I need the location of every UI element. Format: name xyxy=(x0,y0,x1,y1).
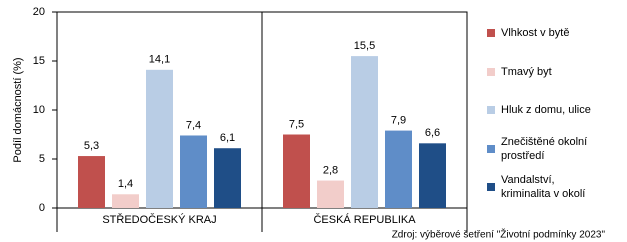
bar xyxy=(146,69,173,208)
value-label: 15,5 xyxy=(354,40,375,52)
legend-label: Znečištěné okolní prostředí xyxy=(501,136,588,162)
legend-swatch xyxy=(487,68,495,76)
y-tick-label: 5 xyxy=(39,153,45,165)
value-label: 7,5 xyxy=(289,118,304,130)
bar xyxy=(419,143,446,208)
bar xyxy=(351,56,378,208)
legend-label: Tmavý byt xyxy=(501,66,552,78)
legend-item: Hluk z domu, ulice xyxy=(487,103,617,117)
legend-swatch xyxy=(487,29,495,37)
value-label: 6,1 xyxy=(220,132,235,144)
value-label: 5,3 xyxy=(84,140,99,152)
y-tick-label: 20 xyxy=(33,6,45,18)
value-label: 2,8 xyxy=(323,164,338,176)
x-tick-label: STŘEDOČESKÝ KRAJ xyxy=(102,213,216,226)
bar xyxy=(385,130,412,208)
y-tick-label: 10 xyxy=(33,104,45,116)
legend-label: Vlhkost v bytě xyxy=(501,27,570,39)
legend-item: Vlhkost v bytě xyxy=(487,26,617,40)
x-tick-label: ČESKÁ REPUBLIKA xyxy=(313,213,416,226)
value-label: 1,4 xyxy=(118,178,133,190)
y-tick-label: 15 xyxy=(33,55,45,67)
y-tick-label: 0 xyxy=(39,202,45,214)
legend-swatch xyxy=(487,145,495,153)
bar xyxy=(317,180,344,208)
value-label: 7,9 xyxy=(391,114,406,126)
legend-swatch xyxy=(487,183,495,191)
legend-label: Hluk z domu, ulice xyxy=(501,104,591,116)
y-axis-title: Podíl domácností (%) xyxy=(12,57,24,162)
value-label: 14,1 xyxy=(149,54,170,66)
bar xyxy=(283,134,310,208)
bar xyxy=(112,194,139,208)
source-note: Zdroj: výběrové šetření "Životní podmínk… xyxy=(392,228,606,241)
legend-item: Vandalství, kriminalita v okolí xyxy=(487,173,617,201)
bar xyxy=(214,148,241,208)
value-label: 6,6 xyxy=(425,127,440,139)
legend-swatch xyxy=(487,106,495,114)
legend-label: Vandalství, kriminalita v okolí xyxy=(501,174,586,200)
value-label: 7,4 xyxy=(186,119,201,131)
legend-item: Znečištěné okolní prostředí xyxy=(487,135,617,163)
legend-item: Tmavý byt xyxy=(487,65,617,79)
bar xyxy=(180,135,207,208)
bar xyxy=(78,156,105,208)
